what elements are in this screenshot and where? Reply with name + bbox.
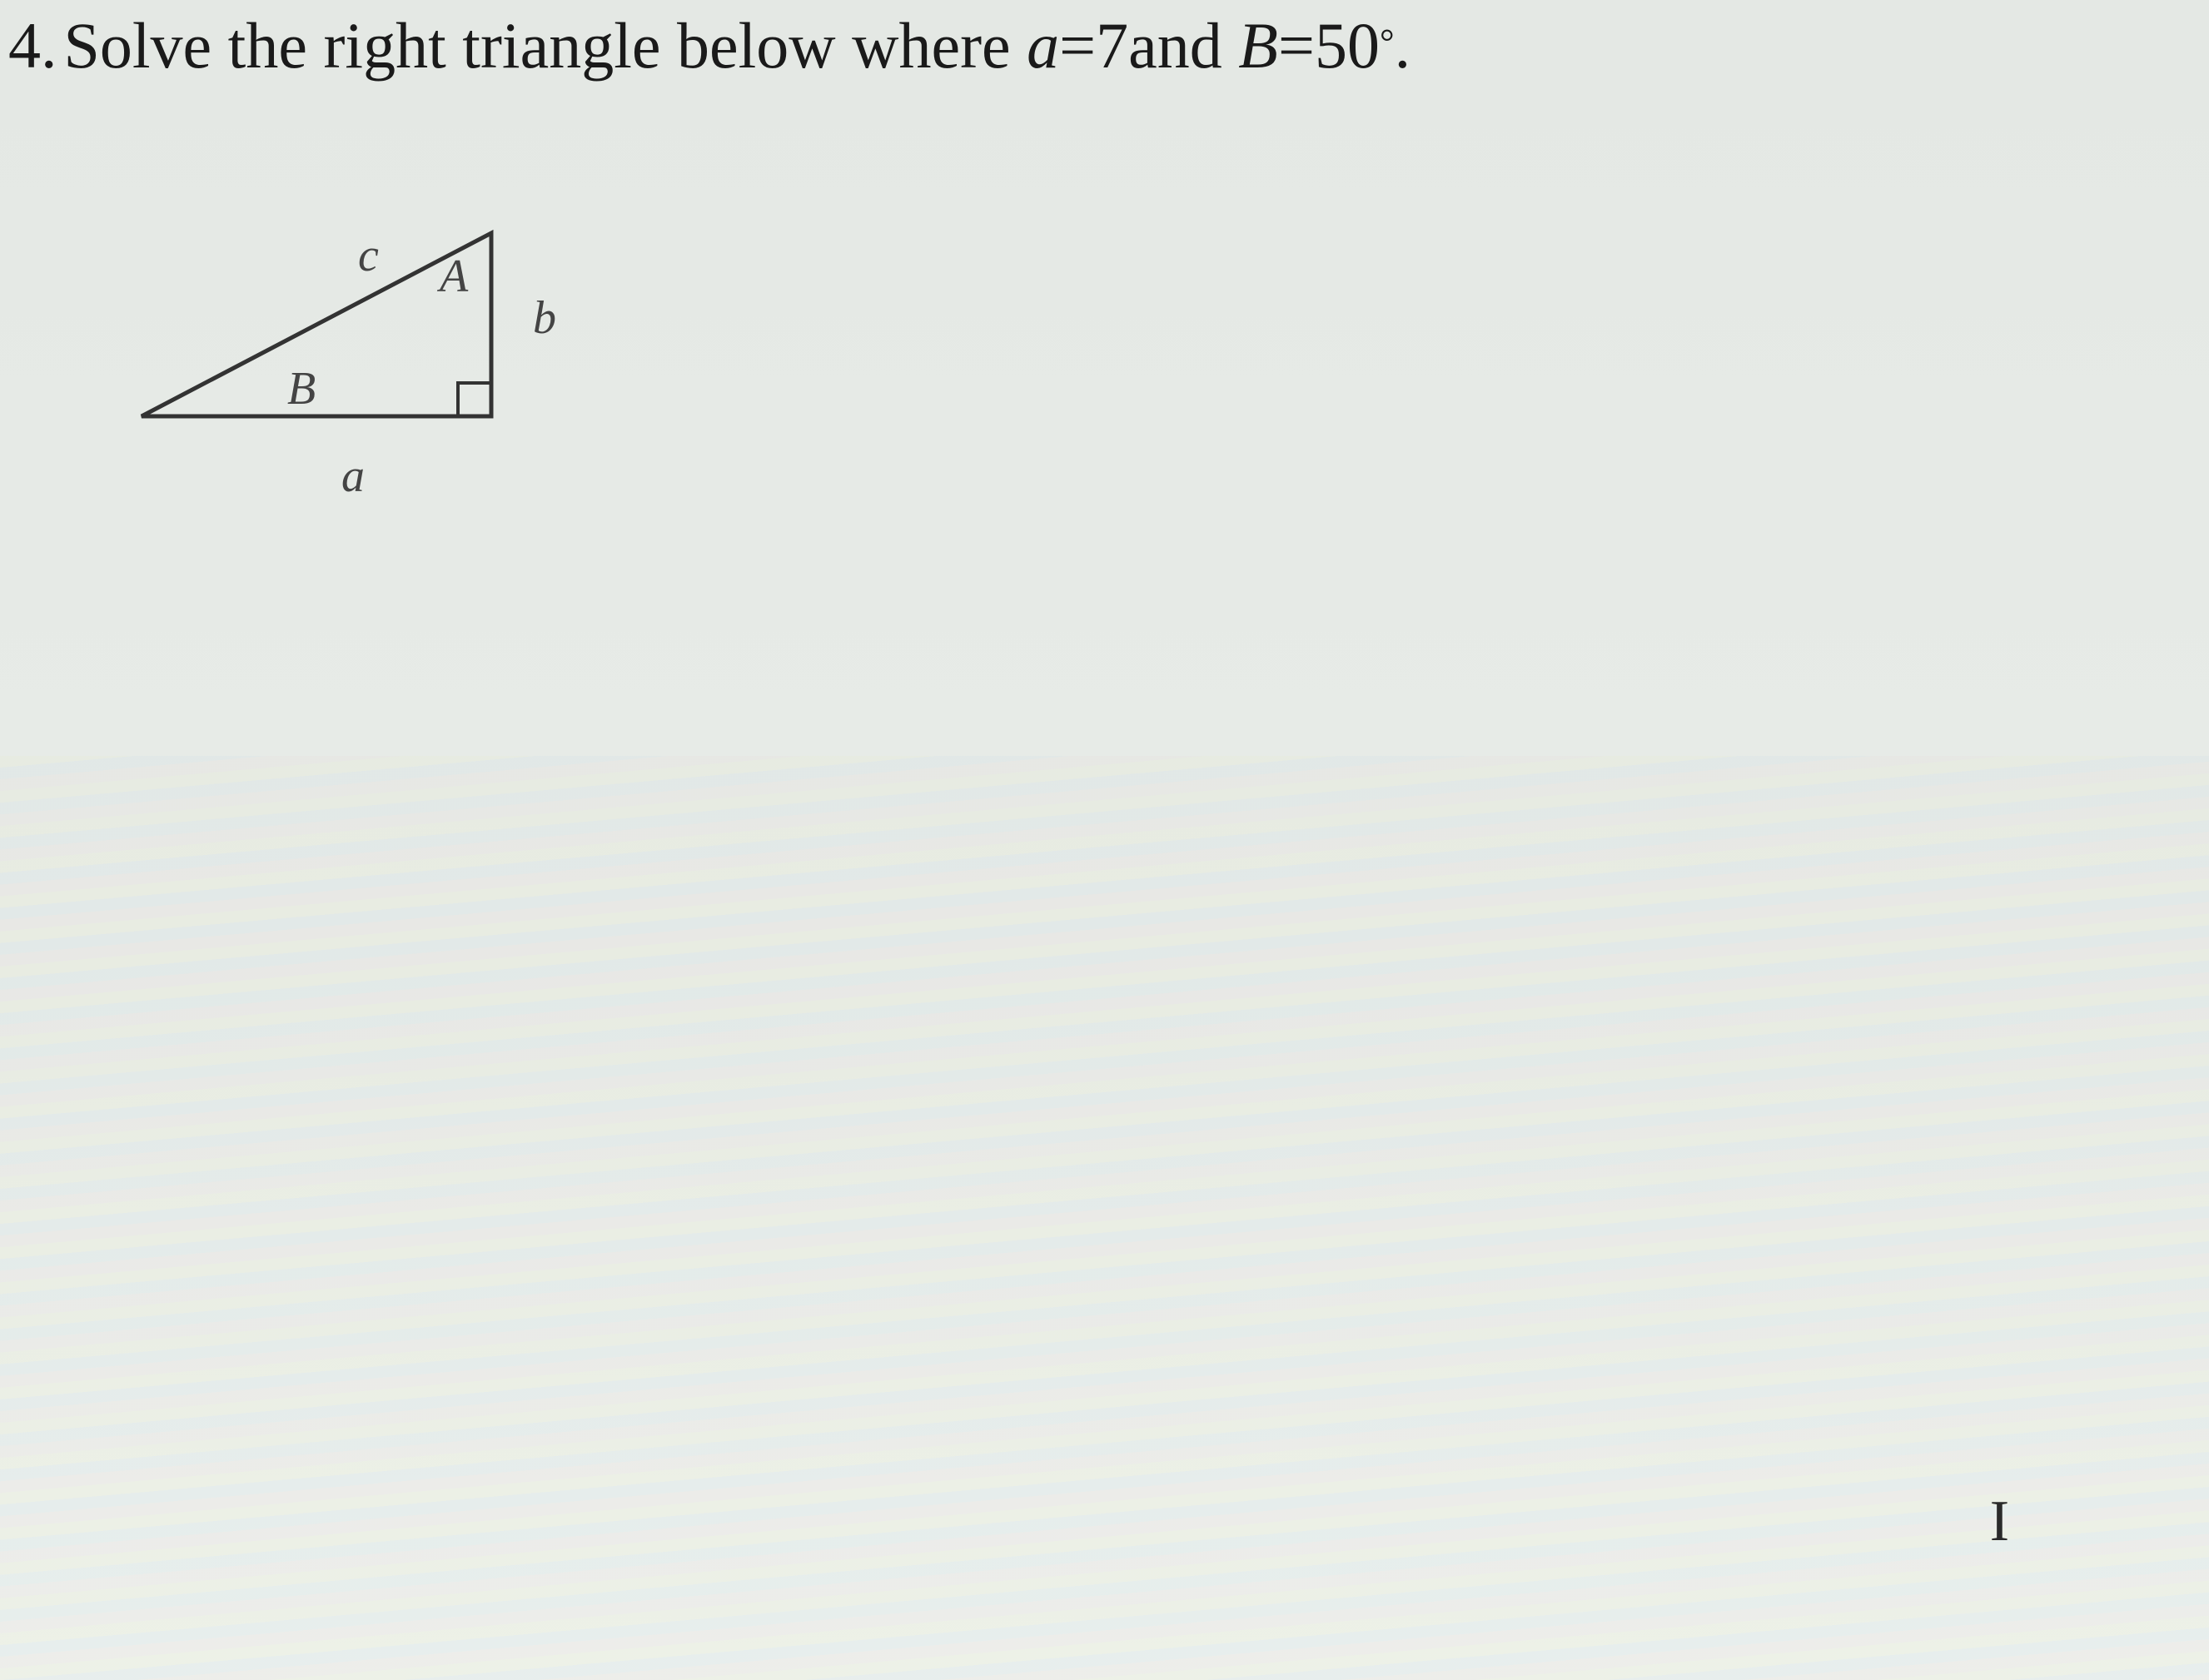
screen-moire-overlay: [0, 756, 2209, 1680]
triangle-svg: [125, 200, 641, 549]
problem-statement: 4. Solve the right triangle below where …: [8, 8, 1410, 83]
eq-1: =: [1059, 8, 1096, 83]
problem-number: 4.: [8, 8, 57, 83]
eq-2: =: [1278, 8, 1315, 83]
label-A: A: [440, 250, 468, 303]
label-B: B: [287, 362, 316, 415]
var-a: a: [1027, 8, 1059, 83]
degree-symbol: °: [1380, 21, 1395, 63]
val-a: 7: [1096, 8, 1128, 83]
val-B: 50: [1315, 8, 1380, 83]
text-cursor-icon: I: [1990, 1489, 2009, 1555]
and-text: and: [1128, 8, 1222, 83]
label-a: a: [341, 450, 365, 503]
triangle-diagram: c A b B a: [125, 200, 641, 549]
triangle-outline: [142, 233, 491, 416]
label-b: b: [533, 291, 556, 345]
period: .: [1395, 8, 1411, 83]
worksheet-page: 4. Solve the right triangle below where …: [0, 0, 2209, 1680]
right-angle-marker: [458, 383, 491, 416]
label-c: c: [358, 229, 379, 282]
var-B: B: [1238, 8, 1278, 83]
problem-text-1: Solve the right triangle below where: [64, 8, 1011, 83]
